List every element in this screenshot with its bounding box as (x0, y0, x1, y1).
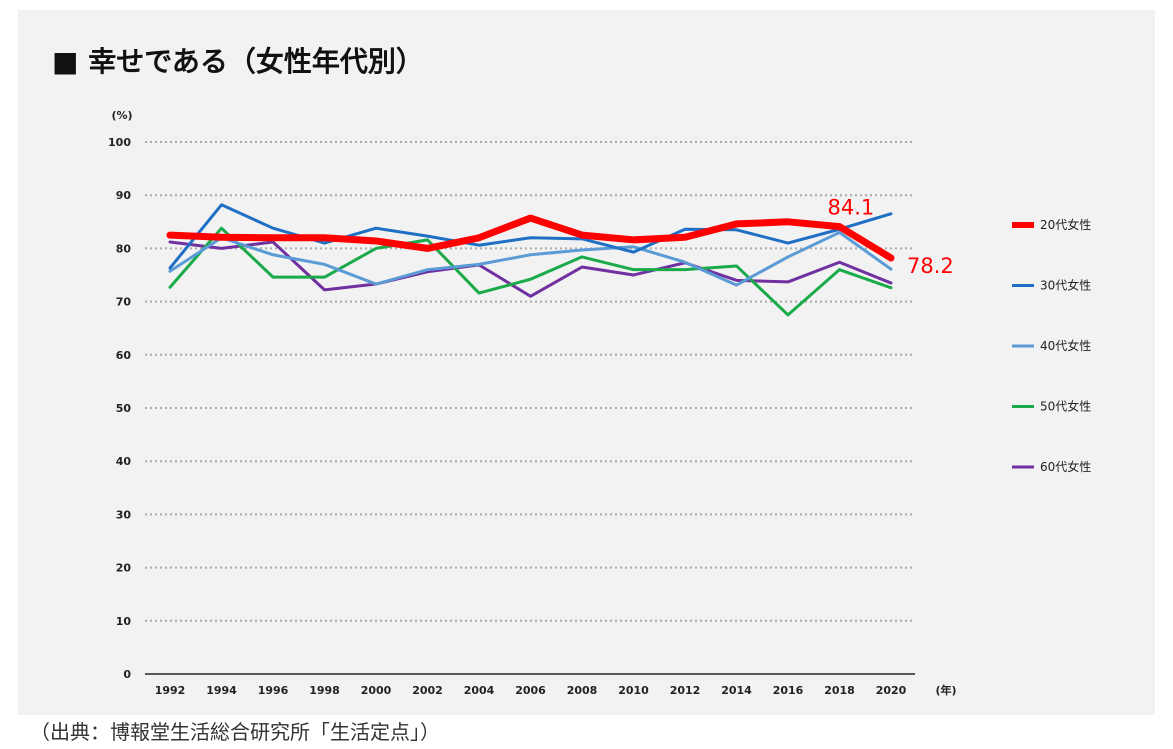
legend-label: 20代女性 (1040, 217, 1091, 232)
y-tick-label: 80 (116, 242, 132, 255)
x-tick-label: 2000 (361, 684, 392, 697)
y-tick-label: 20 (116, 562, 132, 575)
y-tick-label: 40 (116, 455, 132, 468)
legend-label: 60代女性 (1040, 459, 1091, 474)
y-tick-label: 30 (116, 508, 132, 521)
y-tick-label: 60 (116, 349, 132, 362)
x-tick-label: 1992 (155, 684, 186, 697)
y-tick-label: 0 (123, 668, 131, 681)
source-caption: （出典：博報堂生活総合研究所「生活定点」） (30, 720, 440, 744)
x-tick-label: 2014 (721, 684, 752, 697)
y-tick-label: 10 (116, 615, 132, 628)
chart-card (18, 10, 1155, 715)
x-tick-label: 2002 (412, 684, 443, 697)
legend-label: 40代女性 (1040, 338, 1091, 353)
y-axis-label: (%) (111, 109, 132, 122)
x-axis-label: (年) (935, 683, 956, 697)
data-label: 78.2 (907, 254, 954, 278)
legend-label: 30代女性 (1040, 278, 1091, 293)
y-tick-label: 100 (108, 136, 131, 149)
y-tick-label: 90 (116, 189, 132, 202)
x-tick-label: 2006 (515, 684, 546, 697)
x-tick-label: 2004 (464, 684, 495, 697)
data-label: 84.1 (828, 196, 875, 220)
x-tick-label: 2008 (567, 684, 598, 697)
series-line-40s (168, 230, 893, 287)
series-line-50s (168, 226, 893, 317)
chart-title: ■ 幸せである（女性年代別） (52, 45, 424, 78)
x-tick-label: 1994 (206, 684, 237, 697)
x-tick-label: 2010 (618, 684, 649, 697)
y-tick-label: 70 (116, 296, 132, 309)
x-tick-label: 2016 (773, 684, 804, 697)
x-tick-label: 2020 (876, 684, 907, 697)
series-line-30s (168, 203, 893, 270)
series-line-20s (166, 214, 895, 262)
series-line-60s (168, 240, 893, 298)
x-tick-label: 1996 (258, 684, 289, 697)
x-tick-label: 2018 (824, 684, 855, 697)
x-tick-label: 2012 (670, 684, 701, 697)
x-tick-label: 1998 (309, 684, 340, 697)
y-tick-label: 50 (116, 402, 132, 415)
legend-label: 50代女性 (1040, 399, 1091, 414)
